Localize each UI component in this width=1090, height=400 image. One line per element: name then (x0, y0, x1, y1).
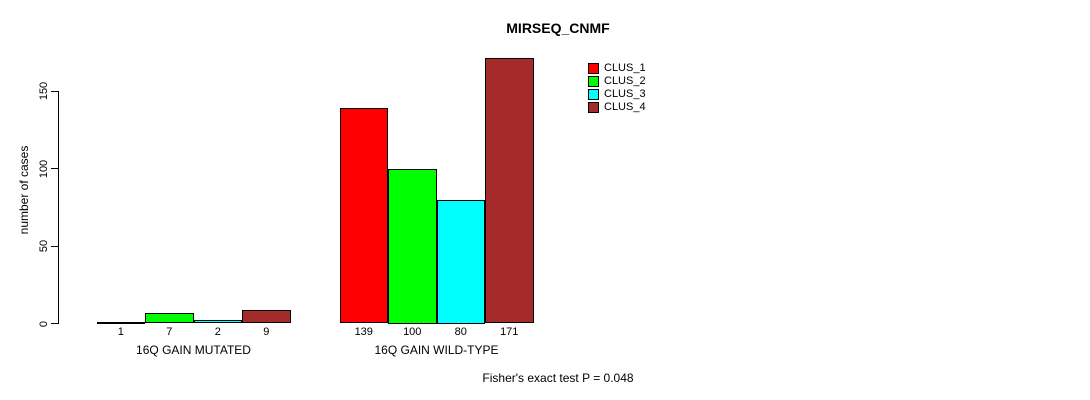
legend-item: CLUS_1 (588, 62, 646, 75)
y-axis-line (58, 91, 59, 324)
bar-clus_3 (436, 199, 485, 324)
bar-value-label: 1 (117, 326, 124, 338)
y-tick-label: 150 (38, 81, 50, 101)
bar-clus_2 (145, 312, 194, 324)
legend-item: CLUS_2 (588, 75, 646, 88)
bar-value-label: 7 (166, 326, 173, 338)
bar-value-label: 2 (214, 326, 221, 338)
bar-clus_1 (96, 321, 145, 324)
chart-title: MIRSEQ_CNMF (506, 20, 610, 36)
bar-value-label: 80 (454, 326, 467, 338)
legend-swatch-clus_2 (588, 76, 599, 87)
bar-value-label: 139 (354, 326, 373, 338)
category-label: 16Q GAIN MUTATED (136, 342, 251, 357)
bar-clus_4 (242, 309, 291, 324)
bar-value-label: 9 (263, 326, 270, 338)
y-tick-label: 50 (38, 239, 50, 253)
y-tick (51, 168, 58, 169)
bar-value-label: 100 (403, 326, 422, 338)
bar-value-label: 171 (500, 326, 519, 338)
y-tick (51, 323, 58, 324)
legend-label: CLUS_4 (604, 101, 646, 113)
bar-clus_3 (193, 320, 242, 324)
legend-label: CLUS_1 (604, 62, 646, 74)
legend: CLUS_1 CLUS_2 CLUS_3 CLUS_4 (588, 62, 646, 114)
legend-swatch-clus_1 (588, 63, 599, 74)
legend-item: CLUS_4 (588, 101, 646, 114)
y-tick-label: 0 (38, 320, 50, 327)
legend-swatch-clus_4 (588, 102, 599, 113)
y-tick (51, 245, 58, 247)
legend-label: CLUS_3 (604, 88, 646, 100)
legend-item: CLUS_3 (588, 88, 646, 101)
bar-clus_2 (388, 168, 437, 324)
legend-label: CLUS_2 (604, 75, 646, 87)
bar-clus_4 (485, 58, 534, 324)
bar-clus_1 (339, 108, 388, 324)
legend-swatch-clus_3 (588, 89, 599, 100)
y-tick (51, 90, 58, 92)
stat-test-caption: Fisher's exact test P = 0.048 (482, 371, 634, 385)
y-tick-label: 100 (38, 159, 50, 178)
category-label: 16Q GAIN WILD-TYPE (374, 342, 499, 357)
